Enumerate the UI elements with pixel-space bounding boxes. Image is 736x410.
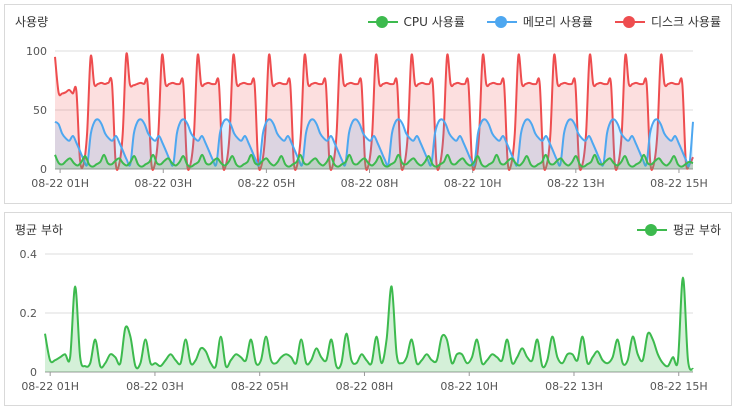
usage-y-tick-label: 50 — [33, 104, 47, 117]
load-series-area-0 — [45, 277, 693, 372]
legend-item-cpu[interactable]: CPU 사용률 — [367, 13, 465, 30]
load-x-tick-label: 08-22 15H — [650, 380, 708, 393]
usage-y-tick-label: 100 — [26, 45, 47, 58]
usage-series-line-1[interactable] — [54, 118, 694, 168]
legend-item-disk[interactable]: 디스크 사용률 — [614, 13, 721, 30]
usage-x-tick-label: 08-22 03H — [134, 177, 192, 190]
load-x-tick-label: 08-22 01H — [21, 380, 79, 393]
load-y-tick-label: 0 — [30, 366, 37, 379]
usage-x-tick-label: 08-22 15H — [650, 177, 708, 190]
load-x-tick-label: 08-22 03H — [126, 380, 184, 393]
usage-line-chart[interactable]: 0 50 100 08-22 01H 08-22 03H 08-22 05H 08-22 0… — [5, 5, 733, 205]
legend-memory-marker-icon — [486, 15, 517, 28]
usage-x-tick-label: 08-22 13H — [547, 177, 605, 190]
legend-cpu-label: CPU 사용률 — [403, 15, 465, 29]
load-series-line-0[interactable] — [44, 276, 694, 371]
usage-y-tick-label: 0 — [40, 163, 47, 176]
load-area-chart[interactable]: 0 0.2 0.4 08-22 01H 08-22 03H 08-22 05H 08-22 … — [5, 213, 733, 407]
legend-load-label: 평균 부하 — [673, 223, 721, 237]
usage-series-line-2[interactable] — [54, 52, 694, 171]
usage-legend: CPU 사용률 메모리 사용률 디스크 사용률 — [367, 13, 721, 30]
legend-load-marker-icon — [637, 223, 668, 236]
usage-x-tick-label: 08-22 08H — [341, 177, 399, 190]
legend-memory-label: 메모리 사용률 — [522, 15, 593, 29]
load-chart-title: 평균 부하 — [15, 223, 63, 237]
load-y-tick-label: 0.2 — [20, 307, 38, 320]
load-chart-panel: 평균 부하 평균 부하 0 0.2 0.4 08-22 01H 08-22 03H 08-… — [4, 212, 732, 406]
load-x-tick-label: 08-22 10H — [440, 380, 498, 393]
usage-x-tick-label: 08-22 01H — [31, 177, 89, 190]
usage-x-tick-label: 08-22 05H — [238, 177, 296, 190]
load-x-tick-label: 08-22 13H — [545, 380, 603, 393]
load-x-tick-label: 08-22 05H — [231, 380, 289, 393]
legend-item-load-average[interactable]: 평균 부하 — [637, 221, 721, 238]
load-x-tick-label: 08-22 08H — [336, 380, 394, 393]
usage-series-area-0 — [55, 154, 693, 169]
load-y-tick-label: 0.4 — [20, 248, 38, 261]
legend-disk-marker-icon — [614, 15, 645, 28]
legend-item-memory[interactable]: 메모리 사용률 — [486, 13, 593, 30]
load-legend: 평균 부하 — [637, 221, 721, 238]
usage-chart-panel: 사용량 CPU 사용률 메모리 사용률 디스크 사용률 0 50 100 08-22 … — [4, 4, 732, 204]
legend-disk-label: 디스크 사용률 — [650, 15, 721, 29]
usage-series-line-0[interactable] — [54, 153, 694, 168]
legend-cpu-marker-icon — [367, 15, 398, 28]
usage-x-tick-label: 08-22 10H — [444, 177, 502, 190]
usage-chart-title: 사용량 — [15, 15, 49, 29]
